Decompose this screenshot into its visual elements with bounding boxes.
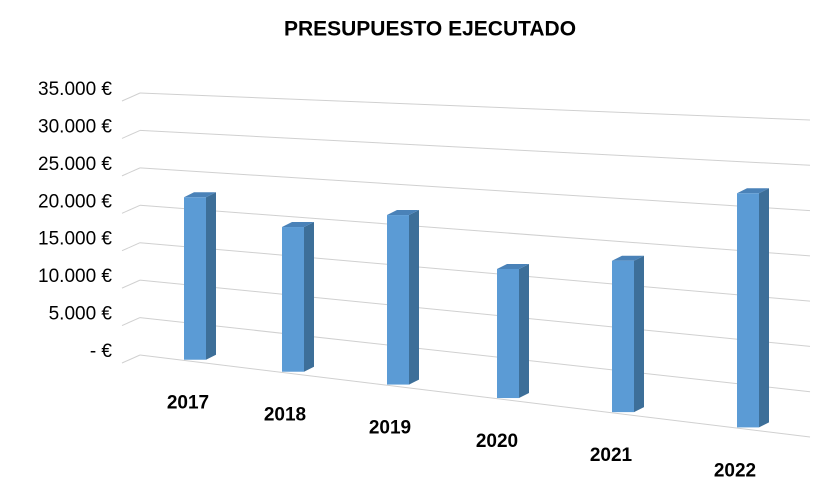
y-tick-label: 25.000 € <box>38 154 112 175</box>
bar-front <box>497 268 519 399</box>
bar-top <box>497 263 529 269</box>
y-tick-label: 5.000 € <box>49 304 113 325</box>
bar-side <box>759 188 769 428</box>
bar-top <box>737 188 769 194</box>
grid-line <box>139 317 811 393</box>
x-tick-label: 2021 <box>590 445 633 466</box>
bar-front <box>612 260 634 413</box>
y-tick-label: - € <box>90 341 113 362</box>
grid-line <box>121 242 141 252</box>
grid-line <box>139 279 811 347</box>
bar-side <box>634 255 644 413</box>
bar <box>612 255 644 413</box>
grid-line <box>121 92 141 102</box>
bar-front <box>184 197 206 360</box>
x-tick-label: 2017 <box>167 393 209 414</box>
bar-top <box>612 255 644 261</box>
y-tick-label: 10.000 € <box>38 266 112 287</box>
bar-side <box>206 192 216 360</box>
grid-line <box>139 204 811 257</box>
y-tick-label: 15.000 € <box>38 229 112 250</box>
bar-top <box>184 192 216 198</box>
y-tick-label: 30.000 € <box>38 116 112 137</box>
grid-line <box>121 204 141 214</box>
grid-line <box>121 129 141 139</box>
grid-line <box>139 92 811 121</box>
grid-line <box>139 242 811 302</box>
grid-line <box>121 167 141 177</box>
x-tick-label: 2018 <box>264 405 306 426</box>
y-tick-label: 35.000 € <box>38 79 112 100</box>
grid-line <box>121 279 141 289</box>
bar-top <box>387 210 419 216</box>
bar-front <box>387 215 409 385</box>
bar <box>282 222 314 372</box>
x-tick-label: 2022 <box>714 460 756 477</box>
bar-side <box>304 222 314 372</box>
bar-front <box>737 193 759 428</box>
bar-side <box>519 263 529 399</box>
y-tick-label: 20.000 € <box>38 191 112 212</box>
bar <box>184 192 216 360</box>
grid-line <box>139 129 811 166</box>
bar <box>497 263 529 399</box>
grid-line <box>121 354 141 364</box>
bar <box>737 188 769 428</box>
x-tick-label: 2019 <box>369 418 411 439</box>
grid-line <box>121 317 141 327</box>
bar-front <box>282 227 304 372</box>
bar-side <box>409 210 419 385</box>
bar <box>387 210 419 385</box>
grid-line <box>139 354 811 438</box>
bar-top <box>282 222 314 228</box>
x-tick-label: 2020 <box>476 431 518 452</box>
grid-line <box>139 167 811 212</box>
chart-title: PRESUPUESTO EJECUTADO <box>284 18 576 41</box>
